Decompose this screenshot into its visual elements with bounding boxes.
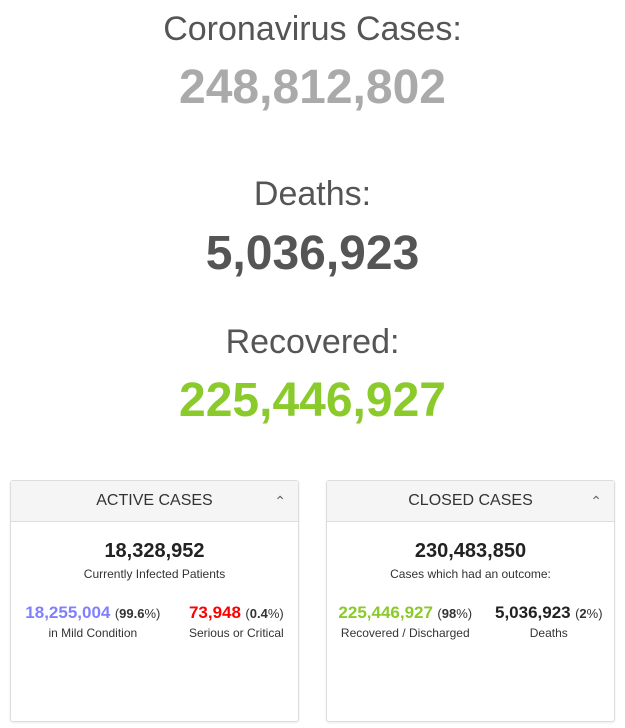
recovered-caption: Recovered / Discharged bbox=[340, 626, 470, 640]
mild-pct: 99.6 bbox=[119, 606, 145, 621]
active-caption: Currently Infected Patients bbox=[83, 567, 226, 581]
cases-label: Coronavirus Cases: bbox=[163, 10, 462, 48]
recovered-discharged-value: 225,446,927 bbox=[338, 603, 433, 622]
serious-value: 73,948 bbox=[188, 603, 241, 622]
deaths-pct: 2 bbox=[579, 606, 587, 621]
panel-title: ACTIVE CASES bbox=[96, 492, 213, 509]
deaths-value: 5,036,923 bbox=[205, 227, 420, 280]
serious-caption: Serious or Critical bbox=[188, 626, 284, 640]
recovered-label: Recovered: bbox=[225, 323, 400, 361]
cases-value: 248,812,802 bbox=[179, 61, 446, 114]
closed-cases-header[interactable]: CLOSED CASES ⌃ bbox=[327, 481, 614, 522]
closed-total: 230,483,850 bbox=[414, 540, 527, 562]
deaths-label: Deaths: bbox=[253, 175, 372, 213]
recovered-pct: 98 bbox=[441, 606, 457, 621]
recovered-value: 225,446,927 bbox=[179, 374, 446, 427]
active-total: 18,328,952 bbox=[104, 540, 205, 562]
closed-cases-panel: CLOSED CASES ⌃ 230,483,850 Cases which ha… bbox=[326, 480, 615, 722]
chevron-up-icon[interactable]: ⌃ bbox=[274, 493, 286, 509]
mild-caption: in Mild Condition bbox=[48, 626, 138, 640]
closed-deaths-value: 5,036,923 bbox=[494, 603, 571, 622]
mild-value: 18,255,004 bbox=[25, 603, 111, 622]
deaths-caption: Deaths bbox=[529, 626, 568, 640]
closed-caption: Cases which had an outcome: bbox=[390, 567, 551, 581]
active-cases-header[interactable]: ACTIVE CASES ⌃ bbox=[11, 481, 298, 522]
serious-pct: 0.4 bbox=[249, 606, 268, 621]
chevron-up-icon[interactable]: ⌃ bbox=[590, 493, 602, 509]
active-cases-panel: ACTIVE CASES ⌃ 18,328,952 Currently Infec… bbox=[10, 480, 299, 722]
panel-title: CLOSED CASES bbox=[408, 492, 533, 509]
